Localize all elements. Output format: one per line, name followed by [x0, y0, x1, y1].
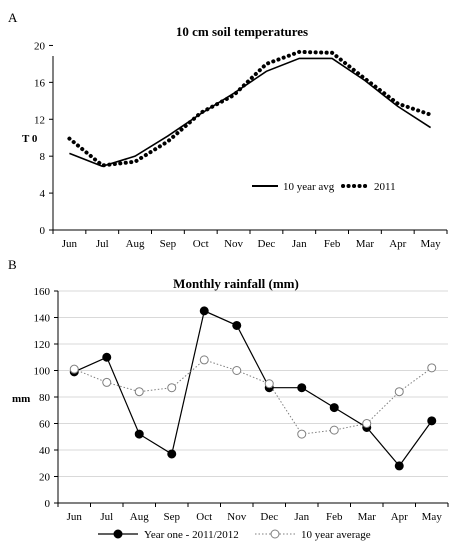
x-tick-label: Jan — [294, 511, 309, 523]
x-tick-label: Jul — [100, 511, 113, 523]
y-tick-label: 20 — [39, 472, 51, 484]
legend-b: Year one - 2011/2012 10 year average — [98, 529, 371, 541]
data-point-year-one-2011-2012 — [199, 306, 209, 316]
x-tick-label: Mar — [356, 238, 375, 250]
data-point-year-one-2011-2012 — [232, 320, 242, 330]
legend-label-2011: 2011 — [374, 181, 396, 193]
y-tick-label: 120 — [34, 339, 51, 351]
y-tick-label: 8 — [40, 151, 46, 163]
x-tick-label: Feb — [324, 238, 341, 250]
series-line-10-year-average — [74, 359, 433, 435]
x-tick-label: Sep — [164, 511, 181, 523]
legend-label-10-year-average: 10 year average — [301, 529, 371, 541]
chart-panel-a: A 10 cm soil temperatures T 0 0 4 8 12 16 20 J… — [8, 10, 448, 250]
x-tick-label: Jun — [62, 238, 78, 250]
legend-label-10-year-avg: 10 year avg — [283, 181, 335, 193]
y-axis-label-a: T 0 — [22, 133, 38, 145]
data-point-10-year-average — [167, 383, 177, 393]
y-axis-label-b: mm — [12, 393, 30, 405]
data-point-10-year-average — [69, 364, 79, 374]
series-group-a — [67, 49, 433, 168]
x-tick-label: Jan — [292, 238, 307, 250]
y-tick-label: 40 — [39, 445, 51, 457]
data-point-10-year-average — [362, 419, 372, 428]
data-point-10-year-average — [134, 387, 144, 397]
x-tick-label: Apr — [389, 238, 406, 250]
data-point-10-year-average — [102, 377, 112, 387]
data-point-year-one-2011-2012 — [297, 383, 307, 393]
series-line-10-year-avg — [69, 57, 432, 168]
x-tick-label: Oct — [196, 511, 212, 523]
x-tick-label: Dec — [258, 238, 276, 250]
data-point-year-one-2011-2012 — [394, 461, 404, 471]
data-point-10-year-average — [427, 363, 437, 373]
panel-letter-b: B — [8, 257, 17, 272]
chart-panel-b: B Monthly rainfall (mm) mm 0 20 40 60 80 100 1… — [8, 257, 449, 541]
y-tick-label: 0 — [40, 225, 46, 237]
data-point-10-year-average — [297, 429, 307, 439]
x-tick-label: Nov — [224, 238, 243, 250]
y-tick-label: 100 — [34, 366, 51, 378]
y-tick-label: 160 — [34, 286, 51, 298]
x-tick-label: Oct — [193, 238, 209, 250]
data-point-10-year-average — [329, 425, 339, 435]
data-point-year-one-2011-2012 — [329, 403, 339, 413]
x-tick-label: Apr — [391, 511, 408, 523]
legend-a: 10 year avg 2011 — [252, 181, 396, 193]
series-line-2011 — [67, 49, 433, 168]
y-tick-label: 80 — [39, 392, 51, 404]
legend-label-year-one: Year one - 2011/2012 — [144, 529, 239, 541]
axes-b: 0 20 40 60 80 100 120 140 160 Jun Jul Aug Sep Oct Nov D… — [34, 286, 449, 523]
x-tick-label: Jul — [96, 238, 109, 250]
data-point-10-year-average — [199, 355, 209, 365]
chart-title-b: Monthly rainfall (mm) — [173, 276, 299, 291]
x-tick-label: Aug — [130, 511, 149, 523]
legend-marker-year-one — [113, 529, 123, 539]
y-tick-label: 0 — [45, 498, 51, 510]
panel-letter-a: A — [8, 10, 18, 25]
y-tick-label: 140 — [34, 313, 51, 325]
x-tick-label: Jun — [67, 511, 83, 523]
data-point-10-year-average — [394, 387, 404, 397]
x-tick-label: Feb — [326, 511, 343, 523]
y-tick-label: 20 — [34, 40, 46, 52]
x-tick-label: May — [422, 511, 443, 523]
axes-a: 0 4 8 12 16 20 Jun Jul Aug Sep Oct Nov Dec Jan Feb Mar A… — [34, 40, 448, 250]
data-point-10-year-average — [264, 379, 274, 389]
data-point-year-one-2011-2012 — [134, 429, 144, 439]
x-tick-label: Sep — [160, 238, 177, 250]
legend-marker-10-year-average — [270, 529, 280, 539]
data-point-year-one-2011-2012 — [167, 449, 177, 459]
y-tick-label: 12 — [34, 114, 45, 126]
chart-title-a: 10 cm soil temperatures — [176, 24, 308, 39]
y-tick-label: 4 — [40, 188, 46, 200]
data-point-year-one-2011-2012 — [102, 352, 112, 362]
series-line-year-one-2011-2012 — [74, 310, 433, 467]
x-tick-label: Aug — [126, 238, 145, 250]
y-tick-label: 60 — [39, 419, 51, 431]
data-point-10-year-average — [232, 366, 242, 375]
y-tick-label: 16 — [34, 77, 46, 89]
x-tick-label: Mar — [358, 511, 377, 523]
x-tick-label: Nov — [227, 511, 246, 523]
series-group-b — [69, 306, 437, 471]
x-tick-label: May — [420, 238, 441, 250]
data-point-year-one-2011-2012 — [427, 416, 437, 426]
x-tick-label: Dec — [260, 511, 278, 523]
